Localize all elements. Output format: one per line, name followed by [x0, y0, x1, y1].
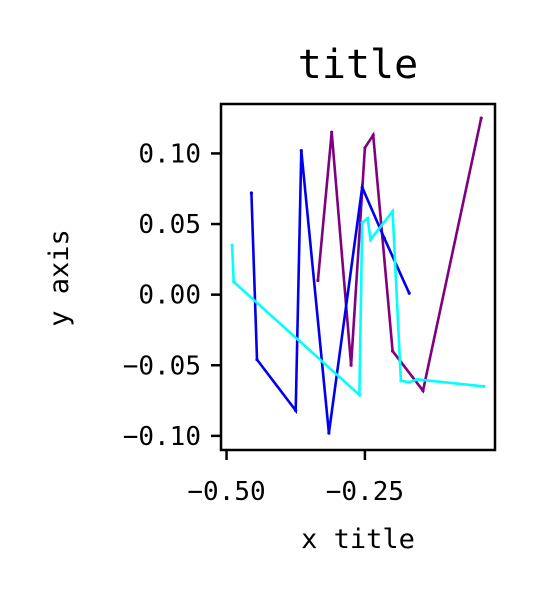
series-line-1	[316, 117, 483, 394]
series-3-point	[366, 216, 370, 220]
series-line-2	[250, 150, 411, 434]
series-2-point	[360, 185, 364, 189]
series-3-point	[360, 221, 364, 225]
series-1-point	[330, 130, 334, 134]
series-1-point	[391, 349, 395, 353]
series-3-point	[407, 380, 411, 384]
series-3-point	[230, 243, 234, 247]
series-2-point	[249, 191, 253, 195]
series-3-point	[399, 379, 403, 383]
series-2-point	[294, 408, 298, 413]
series-2-point	[382, 236, 386, 240]
series-1-point	[421, 389, 425, 393]
series-1-point	[316, 278, 320, 283]
x-axis-label: x title	[301, 524, 415, 555]
plot-frame	[219, 102, 497, 452]
series-3-point	[415, 377, 420, 381]
series-2-point	[255, 358, 259, 362]
series-1-point	[349, 363, 353, 367]
series-3-point	[232, 280, 236, 284]
y-tick-label: 0.10	[138, 139, 201, 169]
y-tick-label: 0.05	[138, 210, 201, 240]
axis-ticks: −0.50 −0.25 0.10 0.05 0.00 −0.05 −0.10	[123, 139, 404, 507]
plot-area	[230, 116, 486, 435]
x-tick-label: −0.25	[326, 477, 404, 507]
series-1-point	[363, 146, 367, 150]
series-1-point	[371, 133, 375, 137]
y-tick-label: −0.05	[123, 351, 201, 381]
series-2-point	[327, 431, 331, 435]
chart-title: title	[298, 42, 418, 88]
series-2-point	[299, 149, 303, 153]
y-tick-label: −0.10	[123, 422, 201, 452]
series-1-point	[479, 116, 483, 120]
y-tick-label: 0.00	[138, 281, 201, 311]
series-3-point	[368, 238, 373, 242]
series-3-point	[482, 384, 486, 388]
series-3-point	[391, 209, 395, 213]
series-3-point	[357, 393, 361, 397]
x-tick-label: −0.50	[187, 477, 265, 507]
series-2-point	[407, 291, 411, 295]
y-axis-label: y axis	[44, 229, 75, 327]
